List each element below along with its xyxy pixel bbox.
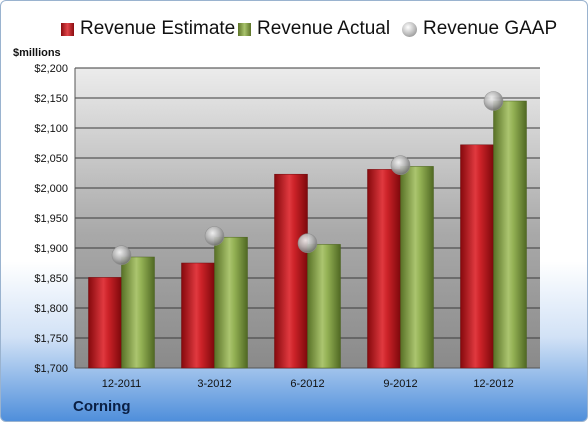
bar-revenue-estimate: [367, 169, 401, 369]
legend-swatch-actual: [238, 22, 251, 36]
bar-revenue-actual: [214, 236, 248, 369]
bar-revenue-actual: [121, 256, 155, 369]
bar-revenue-actual: [400, 166, 434, 369]
legend-item-estimate: Revenue Estimate: [61, 16, 235, 42]
legend-item-actual: Revenue Actual: [238, 16, 390, 42]
x-tick-label: 12-2012: [473, 378, 513, 390]
x-tick-label: 3-2012: [197, 378, 231, 390]
plot-area: $1,700 $1,750 $1,800 $1,850 $1,900 $1,950 $2,0…: [34, 63, 540, 390]
bar-revenue-estimate: [181, 262, 215, 369]
y-tick-label: $2,000: [34, 183, 68, 195]
y-tick-label: $2,150: [34, 93, 68, 105]
marker-revenue-gaap: [111, 245, 132, 265]
bar-revenue-estimate: [88, 277, 122, 369]
marker-revenue-gaap: [483, 91, 504, 111]
bar-revenue-actual: [307, 244, 341, 369]
marker-revenue-gaap: [204, 226, 225, 246]
bar-revenue-estimate: [274, 173, 308, 369]
bar-revenue-estimate: [460, 144, 494, 369]
y-tick-label: $1,750: [34, 333, 68, 345]
y-tick-label: $1,850: [34, 273, 68, 285]
legend: Revenue Estimate Revenue Actual Revenue …: [1, 16, 587, 42]
bar-revenue-actual: [493, 100, 527, 369]
legend-label-gaap: Revenue GAAP: [423, 18, 558, 39]
y-tick-label: $1,700: [34, 363, 68, 375]
company-name: Corning: [73, 398, 131, 415]
marker-revenue-gaap: [297, 233, 318, 253]
x-tick-label: 12-2011: [102, 378, 142, 390]
y-axis-unit-label: $millions: [13, 47, 61, 59]
y-tick-label: $1,950: [34, 213, 68, 225]
y-tick-label: $2,200: [34, 63, 68, 75]
y-tick-label: $1,800: [34, 303, 68, 315]
marker-revenue-gaap: [390, 155, 411, 175]
legend-item-gaap: Revenue GAAP: [402, 16, 557, 42]
y-tick-label: $2,100: [34, 123, 68, 135]
y-tick-label: $1,900: [34, 243, 68, 255]
legend-label-actual: Revenue Actual: [257, 18, 391, 39]
legend-swatch-estimate: [61, 22, 74, 36]
y-tick-label: $2,050: [34, 153, 68, 165]
x-tick-label: 6-2012: [290, 378, 324, 390]
x-tick-label: 9-2012: [383, 378, 417, 390]
legend-label-estimate: Revenue Estimate: [80, 18, 236, 39]
legend-swatch-gaap: [402, 21, 417, 37]
